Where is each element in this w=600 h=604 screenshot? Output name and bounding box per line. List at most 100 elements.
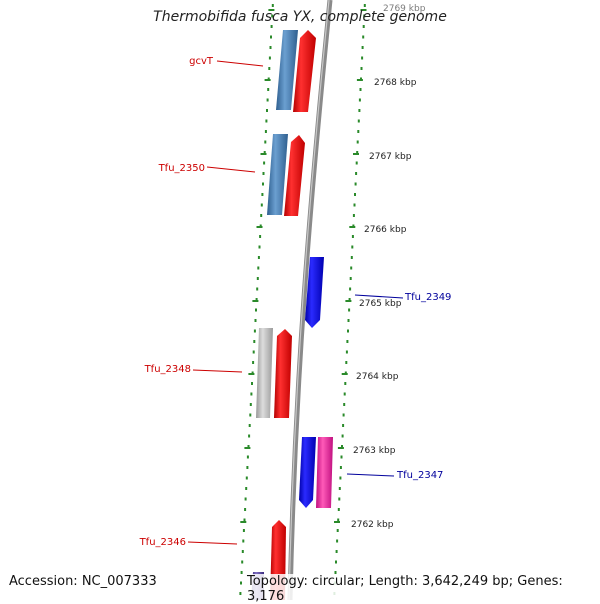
left-track-dot <box>249 413 252 417</box>
right-track-dot <box>340 455 343 459</box>
left-track-dot <box>241 560 244 564</box>
left-track-dot <box>261 193 264 196</box>
gene-label-gcvT[interactable]: gcvT <box>189 56 214 67</box>
left-track-dot <box>246 466 249 469</box>
left-tick-dash <box>268 9 275 11</box>
gene-label-Tfu_2346[interactable]: Tfu_2346 <box>139 537 186 548</box>
tick-label-2765: 2765 kbp <box>359 299 402 309</box>
left-track-dot <box>259 235 262 238</box>
gene-features <box>251 30 333 600</box>
right-tick-dash <box>334 521 340 523</box>
left-track-dot <box>257 266 260 270</box>
right-track-dot <box>358 109 361 112</box>
gene-label-Tfu_2348[interactable]: Tfu_2348 <box>144 364 191 375</box>
left-track-dot <box>256 277 259 280</box>
left-tick-dash <box>252 300 259 302</box>
label-leader-lines <box>187 60 404 545</box>
right-track-dot <box>341 434 344 438</box>
right-track-dot <box>360 67 363 70</box>
left-track-dot <box>264 130 267 133</box>
right-tick-dash <box>353 153 359 155</box>
left-track-dot <box>262 172 265 175</box>
left-track-dot <box>263 151 266 154</box>
right-track-dot <box>355 172 358 175</box>
left-tick-dash <box>248 373 255 375</box>
right-track-dot <box>345 361 348 364</box>
left-track-dot <box>270 35 272 39</box>
gene-label-Tfu_2347[interactable]: Tfu_2347 <box>396 470 443 481</box>
right-track-dot <box>347 319 350 322</box>
left-track-dot <box>257 256 260 259</box>
left-track-dot <box>250 392 253 396</box>
left-track-dot <box>244 508 247 511</box>
left-track-dot <box>245 487 248 490</box>
left-track-dot <box>262 182 264 186</box>
left-track-dot <box>256 287 259 291</box>
right-track-dot <box>343 403 346 406</box>
gene-Tfu_2350-red[interactable] <box>284 135 305 216</box>
right-track-dot <box>350 266 353 270</box>
right-track-dot <box>348 308 351 312</box>
left-track-dot <box>263 161 266 165</box>
right-tick-dash <box>341 373 348 375</box>
right-track-dot <box>346 340 349 343</box>
left-track-dot <box>241 550 244 553</box>
right-track-dot <box>339 476 342 480</box>
gene-Tfu_2348-gray[interactable] <box>256 328 273 418</box>
genome-backbone <box>287 0 333 600</box>
tick-label-2764: 2764 kbp <box>356 372 399 382</box>
right-track-dot <box>339 466 342 469</box>
right-track-dot <box>357 119 360 123</box>
gene-Tfu_2347-blue[interactable] <box>299 437 316 508</box>
left-track-dot <box>264 140 267 144</box>
gene-gcvT-red[interactable] <box>293 30 316 112</box>
left-track-dot <box>246 455 249 459</box>
left-track-dot <box>240 571 243 574</box>
gene-Tfu_2349-blue[interactable] <box>305 257 324 328</box>
right-track-dot <box>351 235 354 238</box>
left-track-dot <box>260 214 263 217</box>
right-track-dot <box>361 56 364 60</box>
right-track-dot <box>338 497 341 501</box>
gene-gcvT-steel[interactable] <box>276 30 298 110</box>
left-dotted-track <box>239 4 275 595</box>
left-track-dot <box>251 382 253 385</box>
right-tick-dash <box>360 9 367 11</box>
right-tick-dash <box>356 79 363 81</box>
gene-Tfu_2347-pink[interactable] <box>316 437 333 508</box>
right-track-dot <box>355 161 358 165</box>
right-track-dot <box>352 214 355 217</box>
tick-label-2767: 2767 kbp <box>369 152 412 162</box>
left-track-dot <box>268 67 271 70</box>
scale-ticks: 2769 kbp 2768 kbp 2767 kbp 2766 kbp 2765… <box>351 4 426 530</box>
gene-Tfu_2348-red[interactable] <box>274 329 292 418</box>
right-track-dot <box>338 487 341 490</box>
left-track-dot <box>267 88 270 91</box>
right-track-dot <box>334 571 337 574</box>
left-track-dot <box>253 340 256 343</box>
left-track-dot <box>258 245 261 249</box>
left-track-dot <box>271 14 274 18</box>
right-track-dot <box>362 35 365 39</box>
map-title: Thermobifida fusca YX, complete genome <box>153 9 447 25</box>
leader-Tfu_2347 <box>346 473 395 477</box>
tick-label-2769: 2769 kbp <box>383 4 426 14</box>
right-track-dot <box>362 25 365 28</box>
left-track-dot <box>252 361 255 364</box>
gene-label-Tfu_2350[interactable]: Tfu_2350 <box>158 163 205 174</box>
right-track-dot <box>345 350 348 354</box>
gene-labels: gcvT Tfu_2350 Tfu_2349 Tfu_2348 Tfu_2347… <box>139 56 452 548</box>
topology-text: Topology: circular; Length: 3,642,249 bp… <box>247 574 600 604</box>
left-track-dot <box>265 119 268 123</box>
leader-Tfu_2349 <box>354 294 404 299</box>
left-track-dot <box>247 445 250 448</box>
tick-label-2766: 2766 kbp <box>364 225 407 235</box>
gene-label-Tfu_2349[interactable]: Tfu_2349 <box>404 292 451 303</box>
gene-Tfu_2350-steel[interactable] <box>267 134 288 215</box>
left-track-dot <box>253 329 256 333</box>
left-track-dot <box>245 476 248 480</box>
right-track-dot <box>357 130 360 133</box>
left-track-dot <box>269 46 272 49</box>
left-track-dot <box>266 98 269 102</box>
right-track-dot <box>335 560 337 564</box>
